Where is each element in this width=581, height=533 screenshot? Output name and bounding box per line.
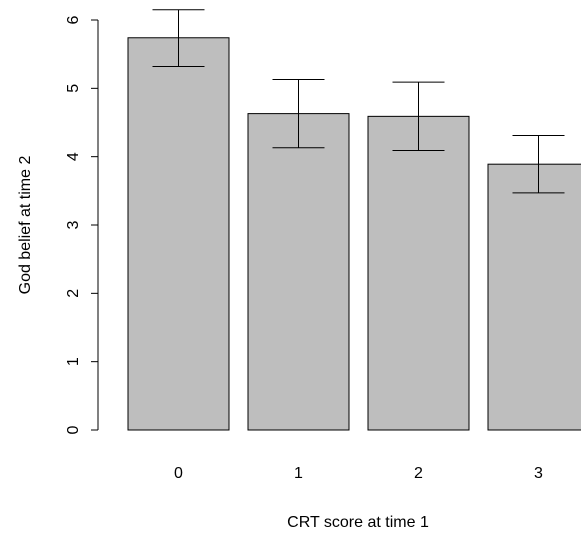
y-axis: 0 1 2 3 4 5 6 [65, 15, 99, 434]
y-tick-label: 2 [65, 289, 82, 298]
x-tick-label: 0 [174, 465, 183, 482]
bar-1 [247, 113, 350, 431]
x-tick-labels: 0 1 2 3 [174, 465, 543, 482]
bar-0 [127, 37, 230, 431]
y-tick-label: 3 [65, 220, 82, 229]
x-axis-title: CRT score at time 1 [287, 514, 429, 531]
bar-3 [487, 163, 581, 431]
y-tick-label: 0 [65, 425, 82, 434]
bar-2 [367, 115, 470, 431]
y-tick-label: 5 [65, 84, 82, 93]
y-axis-title: God belief at time 2 [17, 156, 34, 295]
y-tick-label: 6 [65, 15, 82, 24]
error-bars-layer [152, 9, 565, 194]
y-tick-label: 4 [65, 152, 82, 161]
x-tick-label: 3 [534, 465, 543, 482]
x-tick-label: 2 [414, 465, 423, 482]
x-tick-label: 1 [294, 465, 303, 482]
bars-layer [127, 37, 581, 431]
y-tick-label: 1 [65, 357, 82, 366]
